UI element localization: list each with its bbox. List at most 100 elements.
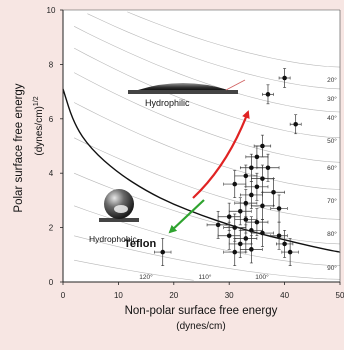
y-axis-title-line1: Polar surface free energy — [13, 83, 25, 212]
ticks: 0 10 20 30 40 50 0 2 4 6 8 10 — [47, 6, 344, 300]
point-marker — [243, 217, 249, 222]
contour-line — [73, 26, 341, 113]
y-axis-title-line2-group: (dynes/cm)1/2 — [33, 96, 45, 155]
contour-label: 50° — [327, 137, 337, 145]
hydrophilic-surface — [128, 90, 238, 94]
data-point — [251, 191, 274, 220]
point-marker — [254, 219, 260, 225]
hydrophilic-tangent — [225, 79, 246, 91]
contour-line — [127, 11, 341, 68]
point-marker — [243, 173, 249, 179]
y-tick-label: 10 — [47, 6, 56, 15]
point-marker — [160, 249, 166, 255]
point-marker — [287, 249, 293, 255]
data-point — [251, 164, 274, 193]
x-axis-title-line1: Non-polar surface free energy — [125, 305, 278, 317]
hydrophobic-droplet — [104, 189, 134, 219]
point-marker — [254, 154, 260, 160]
point-marker — [276, 206, 282, 211]
point-marker — [249, 165, 254, 171]
teflon-label: Teflon — [124, 238, 156, 250]
contour-label: 120° — [139, 273, 153, 281]
plot-area — [63, 10, 340, 282]
boundary-curve — [62, 88, 341, 253]
data-point — [223, 170, 247, 198]
point-marker — [226, 214, 232, 220]
contour-line — [87, 13, 341, 90]
y-axis-unit: (dynes/cm) — [34, 106, 45, 155]
contour-label: 110° — [199, 273, 212, 281]
point-marker — [293, 121, 298, 127]
x-tick-label: 0 — [61, 291, 66, 300]
point-marker — [243, 236, 249, 241]
data-point — [251, 219, 274, 247]
point-marker — [254, 184, 260, 190]
point-marker — [260, 176, 265, 181]
x-tick-label: 10 — [114, 291, 123, 300]
data-points — [154, 68, 302, 266]
data-point — [270, 194, 288, 223]
point-marker — [215, 222, 221, 228]
point-marker — [265, 92, 271, 97]
data-point — [262, 84, 274, 105]
contour-label: 100° — [255, 273, 269, 281]
contour-line — [73, 102, 341, 190]
hydrophobic-drop-illustration — [99, 189, 139, 222]
point-marker — [260, 143, 265, 149]
x-tick-label: 40 — [280, 291, 289, 300]
point-marker — [232, 225, 238, 230]
y-tick-label: 8 — [49, 60, 54, 69]
green-arrow — [168, 199, 205, 234]
point-marker — [232, 181, 238, 187]
red-arrow — [192, 110, 250, 199]
hydrophilic-film — [138, 83, 228, 90]
point-marker — [249, 247, 254, 252]
x-tick-label: 20 — [169, 291, 178, 300]
teflon-point — [154, 238, 172, 266]
data-point — [245, 208, 269, 237]
point-marker — [265, 165, 271, 171]
data-point — [239, 181, 263, 209]
hydrophilic-label: Hydrophilic — [145, 98, 190, 108]
data-point — [270, 221, 288, 250]
data-point — [223, 238, 247, 266]
data-point — [256, 153, 280, 182]
contour-line — [74, 259, 194, 281]
point-marker — [260, 203, 265, 209]
contour-label: 20° — [327, 76, 337, 84]
point-marker — [237, 241, 243, 247]
data-point — [234, 224, 258, 253]
hydrophobic-droplet-highlight — [114, 205, 128, 213]
contour-line — [73, 137, 341, 220]
x-tick-label: 50 — [336, 291, 344, 300]
data-point — [245, 172, 269, 201]
point-marker — [226, 233, 232, 239]
hydrophobic-surface — [99, 218, 139, 222]
y-axis-unit-superscript: 1/2 — [33, 96, 40, 106]
x-axis-title-line2: (dynes/cm) — [176, 321, 225, 332]
point-marker — [276, 233, 282, 239]
point-marker — [249, 192, 254, 198]
axes — [62, 9, 341, 283]
y-tick-label: 6 — [49, 115, 54, 124]
contour-label: 40° — [327, 114, 337, 122]
point-marker — [232, 249, 238, 255]
data-point — [278, 68, 291, 88]
point-marker — [260, 230, 265, 236]
y-axis-title-group: Polar surface free energy — [13, 83, 25, 212]
hydrophobic-label: Hydrophobic — [89, 234, 137, 244]
data-point — [228, 230, 252, 258]
point-marker — [243, 200, 249, 206]
data-point — [281, 238, 299, 266]
data-point — [239, 235, 263, 264]
contour-label: 30° — [327, 95, 337, 103]
contour-label: 60° — [327, 164, 337, 172]
contour-line — [73, 72, 341, 163]
x-tick-label: 30 — [225, 291, 234, 300]
data-point — [228, 197, 252, 226]
y-tick-label: 0 — [49, 278, 54, 287]
contour-line — [74, 235, 341, 280]
point-marker — [237, 208, 243, 214]
contour-label: 70° — [327, 197, 337, 205]
